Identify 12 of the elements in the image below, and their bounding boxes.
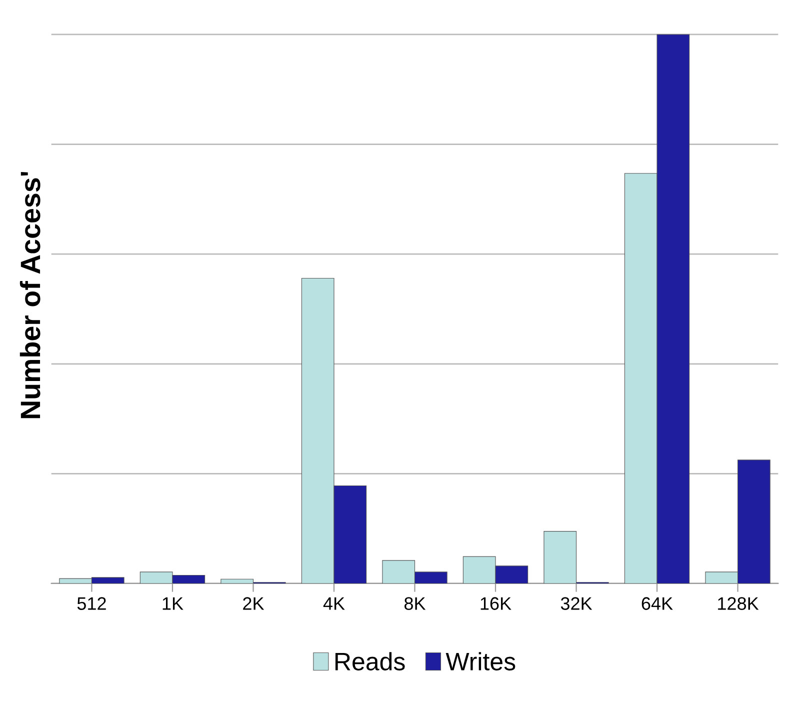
x-tick-label: 8K (404, 597, 426, 610)
legend-label: Reads (335, 652, 405, 670)
x-tick-label: 64K (642, 597, 673, 610)
x-tick-label: 4K (323, 597, 345, 610)
x-tick-label: 1K (162, 597, 184, 610)
x-tick-label: 128K (718, 597, 759, 610)
x-tick-label: 16K (480, 597, 512, 610)
legend-label: Writes (446, 652, 516, 670)
x-tick-label: 2K (243, 597, 264, 610)
x-tick-label: 512 (77, 597, 106, 610)
x-tick-label: 32K (560, 597, 592, 610)
y-axis-title: Number of Access' (20, 172, 40, 418)
